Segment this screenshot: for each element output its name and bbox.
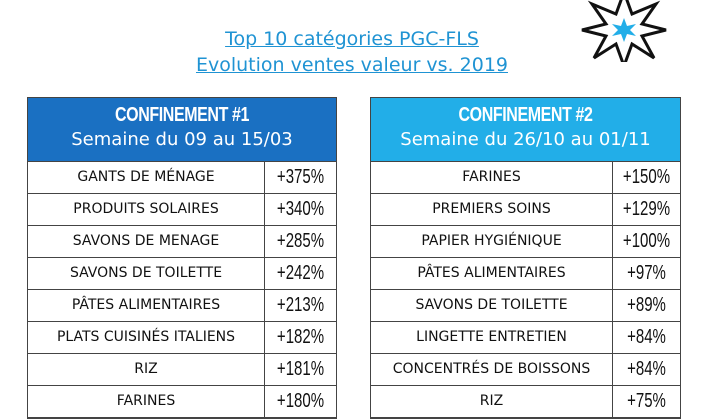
page: Top 10 catégories PGC-FLS Evolution vent… — [27, 0, 681, 419]
growth: +213% — [276, 294, 325, 316]
table-row: LINGETTE ENTRETIEN +84% — [371, 322, 680, 354]
category: RIZ — [28, 354, 265, 385]
category: SAVONS DE TOILETTE — [371, 290, 613, 321]
table: CONFINEMENT #2 Semaine du 26/10 au 01/11 F… — [370, 97, 681, 419]
table-row: PAPIER HYGIÉNIQUE +100% — [371, 226, 680, 258]
star-icon — [581, 0, 667, 62]
table-row: SAVONS DE MENAGE +285% — [28, 226, 336, 258]
table-row: PRODUITS SOLAIRES +340% — [28, 194, 336, 226]
growth: +75% — [627, 390, 666, 412]
table-row: SAVONS DE TOILETTE +89% — [371, 290, 680, 322]
title-line: Evolution ventes valeur vs. 2019 — [195, 54, 508, 76]
growth: +84% — [627, 358, 666, 380]
growth: +375% — [276, 166, 325, 188]
growth: +242% — [276, 262, 325, 284]
table-row: PÂTES ALIMENTAIRES +97% — [371, 258, 680, 290]
table-row: FARINES +180% — [28, 386, 336, 418]
table-row: PÂTES ALIMENTAIRES +213% — [28, 290, 336, 322]
category: PÂTES ALIMENTAIRES — [28, 290, 265, 321]
category: SAVONS DE MENAGE — [28, 226, 265, 257]
category: CONCENTRÉS DE BOISSONS — [371, 354, 613, 385]
growth: +100% — [622, 230, 671, 252]
table-row: FARINES +150% — [371, 162, 680, 194]
table-header: CONFINEMENT #2 Semaine du 26/10 au 01/11 — [371, 98, 680, 162]
table-row: RIZ +75% — [371, 386, 680, 418]
table-row: PREMIERS SOINS +129% — [371, 194, 680, 226]
growth: +181% — [276, 358, 325, 380]
category: PREMIERS SOINS — [371, 194, 613, 225]
growth: +340% — [276, 198, 325, 220]
title-line: Top 10 catégories PGC-FLS — [225, 28, 479, 50]
growth: +84% — [627, 326, 666, 348]
category: PÂTES ALIMENTAIRES — [371, 258, 613, 289]
growth: +150% — [622, 166, 671, 188]
table-header: CONFINEMENT #1 Semaine du 09 au 15/03 — [28, 98, 336, 162]
growth: +180% — [276, 390, 325, 412]
table-subtitle: Semaine du 26/10 au 01/11 — [400, 129, 651, 150]
category: RIZ — [371, 386, 613, 417]
table-subtitle: Semaine du 09 au 15/03 — [71, 129, 293, 150]
category: GANTS DE MÉNAGE — [28, 162, 265, 193]
category: PAPIER HYGIÉNIQUE — [371, 226, 613, 257]
category: SAVONS DE TOILETTE — [28, 258, 265, 289]
table-row: GANTS DE MÉNAGE +375% — [28, 162, 336, 194]
growth: +129% — [622, 198, 671, 220]
category: FARINES — [371, 162, 613, 193]
table-title: CONFINEMENT #1 — [115, 104, 249, 126]
category: PLATS CUISINÉS ITALIENS — [28, 322, 265, 353]
category: FARINES — [28, 386, 265, 417]
table: CONFINEMENT #1 Semaine du 09 au 15/03 GANT… — [27, 97, 337, 419]
growth: +285% — [276, 230, 325, 252]
table-row: PLATS CUISINÉS ITALIENS +182% — [28, 322, 336, 354]
table-row: SAVONS DE TOILETTE +242% — [28, 258, 336, 290]
table-row: RIZ +181% — [28, 354, 336, 386]
category: PRODUITS SOLAIRES — [28, 194, 265, 225]
growth: +182% — [276, 326, 325, 348]
table-row: CONCENTRÉS DE BOISSONS +84% — [371, 354, 680, 386]
growth: +97% — [627, 262, 666, 284]
table-title: CONFINEMENT #2 — [458, 104, 593, 126]
growth: +89% — [627, 294, 666, 316]
category: LINGETTE ENTRETIEN — [371, 322, 613, 353]
